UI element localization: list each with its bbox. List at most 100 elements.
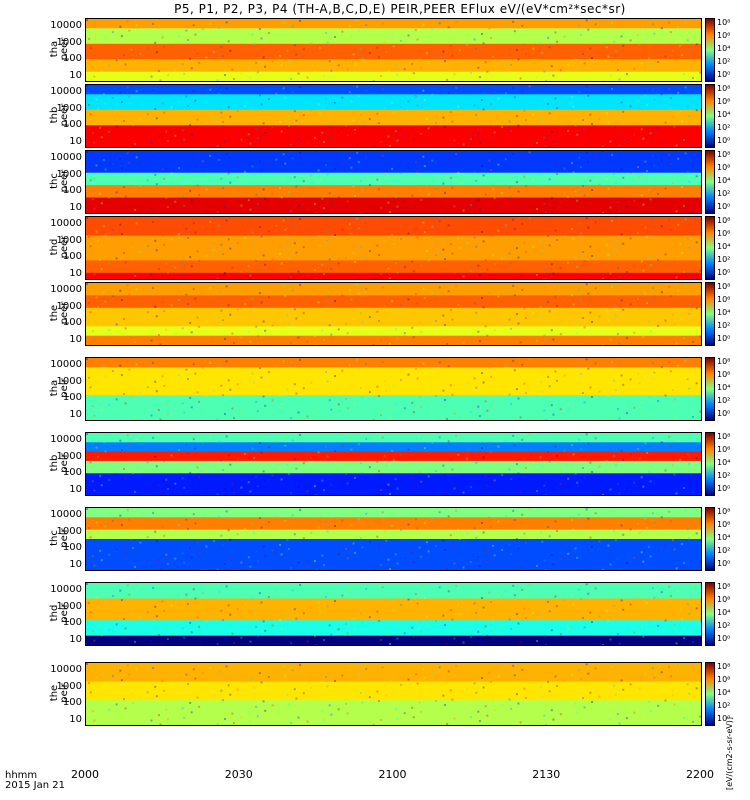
noise-pixel [497, 97, 500, 100]
noise-pixel [130, 180, 133, 183]
noise-pixel [130, 692, 133, 695]
noise-pixel [513, 30, 516, 33]
noise-pixel [205, 620, 208, 623]
noise-pixel [695, 241, 698, 244]
noise-pixel [673, 473, 676, 476]
y-tick-label: 1000 [56, 36, 82, 48]
noise-pixel [422, 221, 425, 224]
noise-pixel [420, 630, 423, 633]
noise-pixel [220, 309, 223, 312]
noise-pixel [326, 685, 329, 688]
noise-pixel [653, 371, 656, 374]
noise-pixel [357, 673, 360, 676]
noise-pixel [407, 523, 410, 526]
noise-pixel [444, 704, 446, 706]
noise-pixel [341, 30, 344, 33]
noise-pixel [412, 336, 415, 339]
noise-pixel [453, 337, 456, 340]
noise-pixel [625, 562, 628, 565]
noise-pixel [236, 383, 239, 386]
noise-pixel [161, 102, 164, 105]
colorbar-tick-label: 10² [717, 621, 731, 630]
noise-pixel [201, 94, 204, 97]
noise-pixel [481, 372, 483, 374]
noise-pixel [637, 448, 639, 450]
noise-pixel [348, 25, 351, 28]
noise-pixel [341, 162, 344, 165]
noise-pixel [493, 197, 496, 200]
noise-pixel [381, 586, 384, 589]
energy-band-3 [86, 125, 701, 147]
noise-pixel [657, 624, 660, 627]
noise-pixel [157, 136, 160, 139]
noise-pixel [134, 415, 137, 418]
noise-pixel [673, 257, 676, 260]
colorbar-tick-label: 10² [717, 396, 731, 405]
noise-pixel [86, 508, 88, 510]
noise-pixel [86, 19, 88, 21]
noise-pixel [249, 490, 252, 493]
noise-pixel [504, 26, 507, 29]
noise-pixel [297, 561, 300, 564]
noise-pixel [613, 684, 616, 687]
noise-pixel [161, 525, 164, 528]
noise-pixel [271, 192, 274, 195]
noise-pixel [699, 137, 701, 140]
noise-pixel [497, 370, 500, 373]
noise-pixel [660, 671, 663, 674]
noise-pixel [469, 486, 472, 489]
noise-pixel [582, 617, 584, 619]
noise-pixel [352, 119, 355, 122]
noise-pixel [638, 382, 641, 385]
noise-pixel [319, 244, 322, 247]
noise-pixel [508, 186, 511, 189]
noise-pixel [392, 689, 395, 692]
noise-pixel [288, 59, 290, 61]
noise-pixel [396, 562, 399, 565]
noise-pixel [181, 261, 184, 264]
noise-pixel [545, 644, 547, 645]
noise-pixel [310, 306, 313, 309]
noise-pixel [574, 190, 577, 193]
noise-pixel [583, 551, 586, 554]
noise-pixel [124, 195, 127, 198]
noise-pixel [108, 196, 111, 199]
noise-pixel [446, 492, 449, 495]
noise-pixel [543, 334, 546, 337]
noise-pixel [539, 240, 542, 243]
noise-pixel [414, 95, 417, 98]
noise-pixel [288, 257, 290, 259]
y-tick-label: 10000 [50, 584, 82, 595]
noise-pixel [227, 604, 230, 607]
noise-pixel [348, 669, 351, 672]
noise-pixel [123, 186, 125, 188]
noise-pixel [192, 90, 195, 93]
noise-pixel [435, 700, 437, 702]
noise-pixel [416, 527, 419, 530]
noise-pixel [427, 475, 430, 478]
colorbar-tick-label: 10⁶ [717, 520, 731, 529]
noise-pixel [334, 300, 336, 302]
noise-pixel [543, 70, 546, 73]
noise-pixel [297, 72, 300, 75]
noise-pixel [348, 589, 351, 592]
noise-pixel [556, 454, 559, 457]
noise-pixel [253, 240, 256, 243]
noise-pixel [545, 494, 547, 495]
noise-pixel [95, 230, 98, 233]
noise-pixel [383, 107, 386, 110]
noise-pixel [341, 294, 344, 297]
noise-pixel [455, 509, 458, 512]
noise-pixel [671, 389, 674, 392]
noise-pixel [154, 305, 157, 308]
noise-pixel [543, 484, 546, 487]
noise-pixel [640, 626, 643, 629]
spectrogram-image-thd-peir [86, 583, 701, 645]
noise-pixel [478, 640, 481, 643]
noise-pixel [372, 569, 375, 570]
noise-pixel [423, 677, 426, 680]
noise-pixel [668, 510, 671, 513]
noise-pixel [189, 396, 192, 399]
noise-pixel [671, 694, 674, 697]
noise-pixel [574, 322, 577, 325]
